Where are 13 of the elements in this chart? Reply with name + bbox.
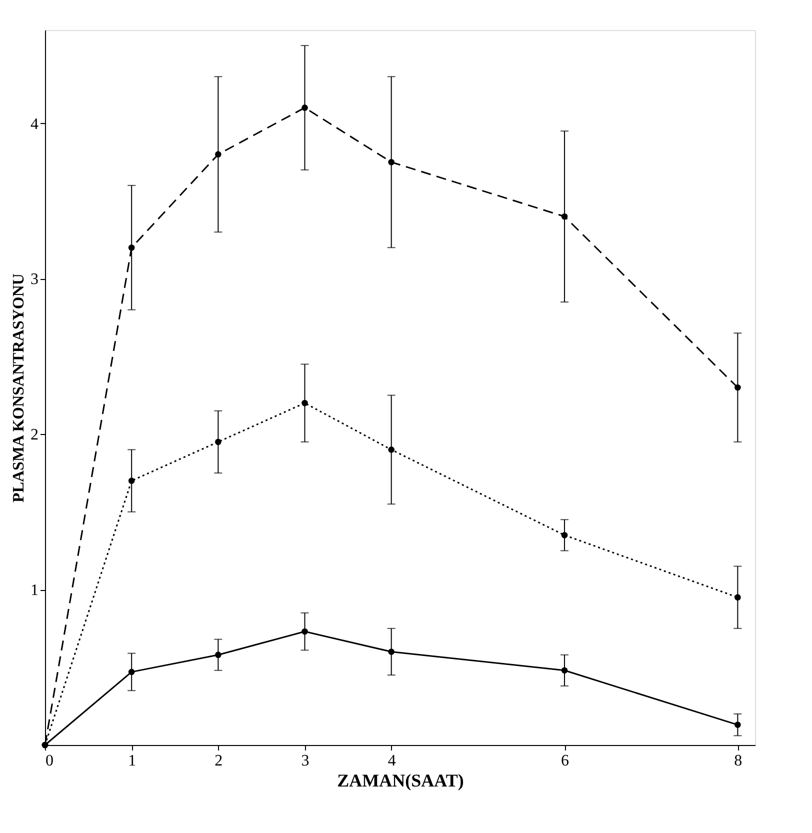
x-axis-title: ZAMAN(SAAT) [337,770,464,790]
y-tick-label: 1 [30,582,38,600]
x-tick-label: 0 [46,752,54,770]
y-tick-label: 4 [30,116,38,133]
y-axis-title: PLASMA KONSANTRASYONU [10,273,28,502]
y-tick-label: 2 [30,426,38,444]
x-tick-label: 8 [734,752,742,770]
x-tick-label: 2 [214,752,223,770]
x-tick-label: 3 [301,752,310,770]
x-tick-label: 1 [128,752,136,770]
y-tick-label: 3 [30,271,38,288]
x-tick-label: 6 [561,752,570,770]
x-tick-label: 4 [388,752,396,770]
